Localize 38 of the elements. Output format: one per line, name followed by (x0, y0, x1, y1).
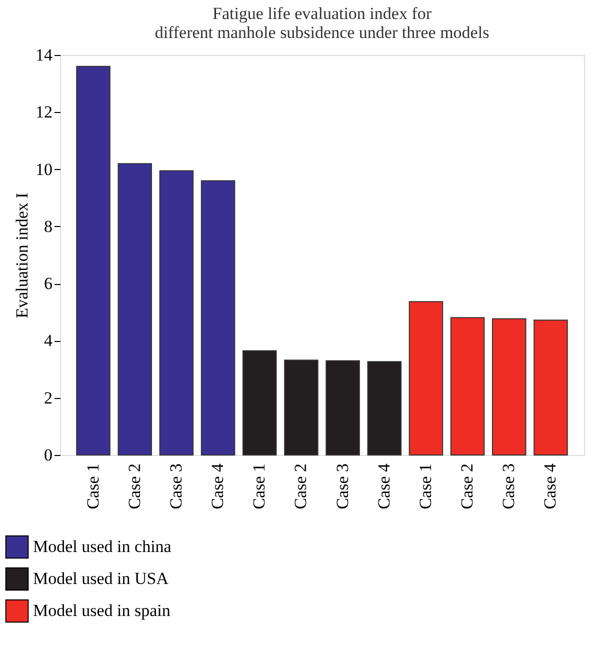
y-tick-label: 12 (36, 102, 52, 122)
legend-label: Model used in china (33, 537, 172, 556)
y-tick-label: 10 (36, 160, 52, 179)
y-tick-label: 0 (44, 446, 52, 464)
bar (492, 318, 526, 456)
legend-label: Model used in spain (33, 601, 171, 620)
y-tick-label: 4 (44, 331, 53, 350)
x-tick-label: Case 2 (291, 464, 310, 510)
y-axis-title: Evaluation index I (12, 192, 32, 318)
bar (76, 66, 110, 456)
bar (200, 180, 236, 456)
y-tick-label: 8 (44, 216, 52, 236)
x-tick-label: Case 1 (416, 464, 435, 510)
x-tick-label: Case 3 (499, 464, 518, 510)
text: Fatigue life evaluation index for (212, 4, 432, 23)
x-tick-label: Case 2 (458, 464, 477, 510)
x-tick-label: Case 4 (540, 463, 560, 510)
bar (159, 170, 194, 456)
bar (367, 361, 402, 456)
x-tick-label: Case 1 (250, 464, 269, 510)
y-tick-label: 14 (36, 46, 53, 64)
bar (242, 350, 277, 456)
text: different manhole subsidence under three models (154, 23, 490, 42)
x-tick-label: Case 1 (83, 464, 102, 510)
x-tick-label: Case 4 (374, 463, 394, 510)
bar (118, 163, 152, 456)
bar (284, 360, 318, 456)
y-tick-label: 6 (44, 274, 52, 294)
bar (534, 320, 568, 456)
x-tick-label: Case 4 (208, 463, 228, 510)
bar (450, 317, 485, 456)
x-tick-label: Case 2 (124, 464, 144, 510)
bar (408, 301, 444, 456)
x-tick-label: Case 3 (332, 464, 352, 510)
x-tick-label: Case 3 (166, 464, 186, 510)
legend-label: Model used in USA (33, 569, 170, 588)
bar (326, 360, 360, 456)
y-tick-label: 2 (44, 388, 52, 408)
